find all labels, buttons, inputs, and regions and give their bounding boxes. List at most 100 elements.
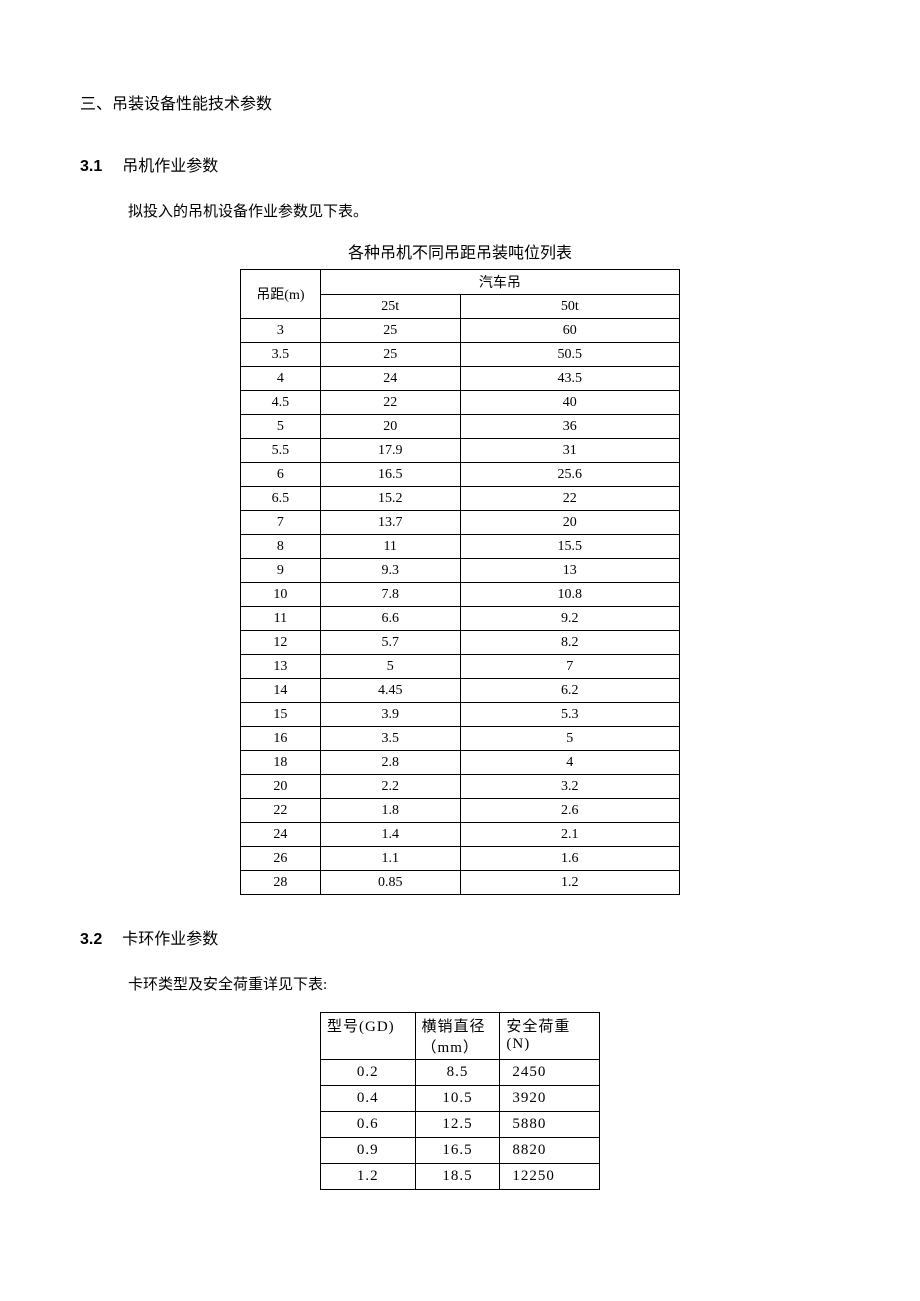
table-cell: 16.5 [415, 1138, 500, 1164]
table-cell: 9.3 [320, 559, 460, 583]
table-cell: 17.9 [320, 439, 460, 463]
table-cell: 12.5 [415, 1112, 500, 1138]
table-cell: 8.2 [460, 631, 679, 655]
table-row: 6.515.222 [241, 487, 680, 511]
table-cell: 13 [241, 655, 321, 679]
table-cell: 3.5 [241, 343, 321, 367]
table-row: 280.851.2 [241, 871, 680, 895]
table-cell: 2.6 [460, 799, 679, 823]
table-cell: 3.9 [320, 703, 460, 727]
table-cell: 13 [460, 559, 679, 583]
table-cell: 20 [460, 511, 679, 535]
table-cell: 8820 [500, 1138, 600, 1164]
table-cell: 0.6 [321, 1112, 416, 1138]
table-cell: 28 [241, 871, 321, 895]
table-cell: 12250 [500, 1164, 600, 1190]
col-header-50t: 50t [460, 295, 679, 319]
table-row: 163.55 [241, 727, 680, 751]
subsection-3-1-intro: 拟投入的吊机设备作业参数见下表。 [128, 200, 840, 221]
table-row: 1357 [241, 655, 680, 679]
subsection-number: 3.1 [80, 158, 102, 175]
table-cell: 11 [241, 607, 321, 631]
table-cell: 25.6 [460, 463, 679, 487]
table-row: 0.410.53920 [321, 1086, 600, 1112]
table-cell: 25 [320, 343, 460, 367]
table-cell: 0.4 [321, 1086, 416, 1112]
table-row: 1.218.512250 [321, 1164, 600, 1190]
table-cell: 18.5 [415, 1164, 500, 1190]
table-cell: 6 [241, 463, 321, 487]
table-cell: 50.5 [460, 343, 679, 367]
table-cell: 15 [241, 703, 321, 727]
table-cell: 4 [460, 751, 679, 775]
table-cell: 24 [320, 367, 460, 391]
table-row: 81115.5 [241, 535, 680, 559]
section-heading: 三、吊装设备性能技术参数 [80, 90, 840, 114]
col-header-diameter: 横销直径 （mm） [415, 1013, 500, 1060]
table-cell: 60 [460, 319, 679, 343]
subsection-title: 吊机作业参数 [122, 158, 218, 175]
table-cell: 2450 [500, 1060, 600, 1086]
col-header-distance: 吊距(m) [241, 270, 321, 319]
col-header-25t: 25t [320, 295, 460, 319]
table-row: 4.52240 [241, 391, 680, 415]
table-header-row: 吊距(m) 汽车吊 [241, 270, 680, 295]
table-row: 221.82.6 [241, 799, 680, 823]
subsection-3-2-heading: 3.2 卡环作业参数 [80, 925, 840, 949]
table-cell: 6.6 [320, 607, 460, 631]
table-cell: 2.8 [320, 751, 460, 775]
table-cell: 14 [241, 679, 321, 703]
table-cell: 5.3 [460, 703, 679, 727]
table-row: 144.456.2 [241, 679, 680, 703]
table-1-title: 各种吊机不同吊距吊装吨位列表 [80, 239, 840, 263]
table-cell: 5 [241, 415, 321, 439]
table-cell: 26 [241, 847, 321, 871]
subsection-number: 3.2 [80, 931, 102, 948]
table-cell: 5.5 [241, 439, 321, 463]
table-cell: 3920 [500, 1086, 600, 1112]
table-cell: 12 [241, 631, 321, 655]
table-cell: 24 [241, 823, 321, 847]
table-cell: 4 [241, 367, 321, 391]
table-row: 5.517.931 [241, 439, 680, 463]
table-row: 0.28.52450 [321, 1060, 600, 1086]
table-cell: 7 [460, 655, 679, 679]
table-cell: 4.45 [320, 679, 460, 703]
header-unit: (N) [506, 1036, 530, 1052]
table-cell: 4.5 [241, 391, 321, 415]
table-cell: 2.1 [460, 823, 679, 847]
col-header-load: 安全荷重 (N) [500, 1013, 600, 1060]
header-unit: （mm） [422, 1040, 479, 1056]
subsection-3-1-heading: 3.1 吊机作业参数 [80, 152, 840, 176]
table-cell: 11 [320, 535, 460, 559]
table-cell: 40 [460, 391, 679, 415]
table-row: 153.95.3 [241, 703, 680, 727]
header-text: 横销直径 [422, 1019, 486, 1035]
table-row: 261.11.6 [241, 847, 680, 871]
table-cell: 9.2 [460, 607, 679, 631]
table-cell: 7 [241, 511, 321, 535]
table-cell: 18 [241, 751, 321, 775]
table-cell: 22 [241, 799, 321, 823]
table-cell: 0.2 [321, 1060, 416, 1086]
table-row: 241.42.1 [241, 823, 680, 847]
crane-capacity-table: 吊距(m) 汽车吊 25t 50t 325603.52550.542443.54… [240, 269, 680, 895]
table-cell: 1.2 [460, 871, 679, 895]
table-cell: 0.85 [320, 871, 460, 895]
table-cell: 5880 [500, 1112, 600, 1138]
table-cell: 20 [241, 775, 321, 799]
subsection-title: 卡环作业参数 [122, 931, 218, 948]
col-header-model: 型号(GD) [321, 1013, 416, 1060]
table-cell: 36 [460, 415, 679, 439]
table-cell: 16 [241, 727, 321, 751]
table-cell: 1.1 [320, 847, 460, 871]
table-cell: 3 [241, 319, 321, 343]
table-row: 713.720 [241, 511, 680, 535]
table-row: 52036 [241, 415, 680, 439]
table-row: 42443.5 [241, 367, 680, 391]
table-cell: 15.2 [320, 487, 460, 511]
table-cell: 6.5 [241, 487, 321, 511]
shackle-load-table: 型号(GD) 横销直径 （mm） 安全荷重 (N) 0.28.524500.41… [320, 1012, 600, 1190]
table-cell: 8.5 [415, 1060, 500, 1086]
table-header-row: 型号(GD) 横销直径 （mm） 安全荷重 (N) [321, 1013, 600, 1060]
